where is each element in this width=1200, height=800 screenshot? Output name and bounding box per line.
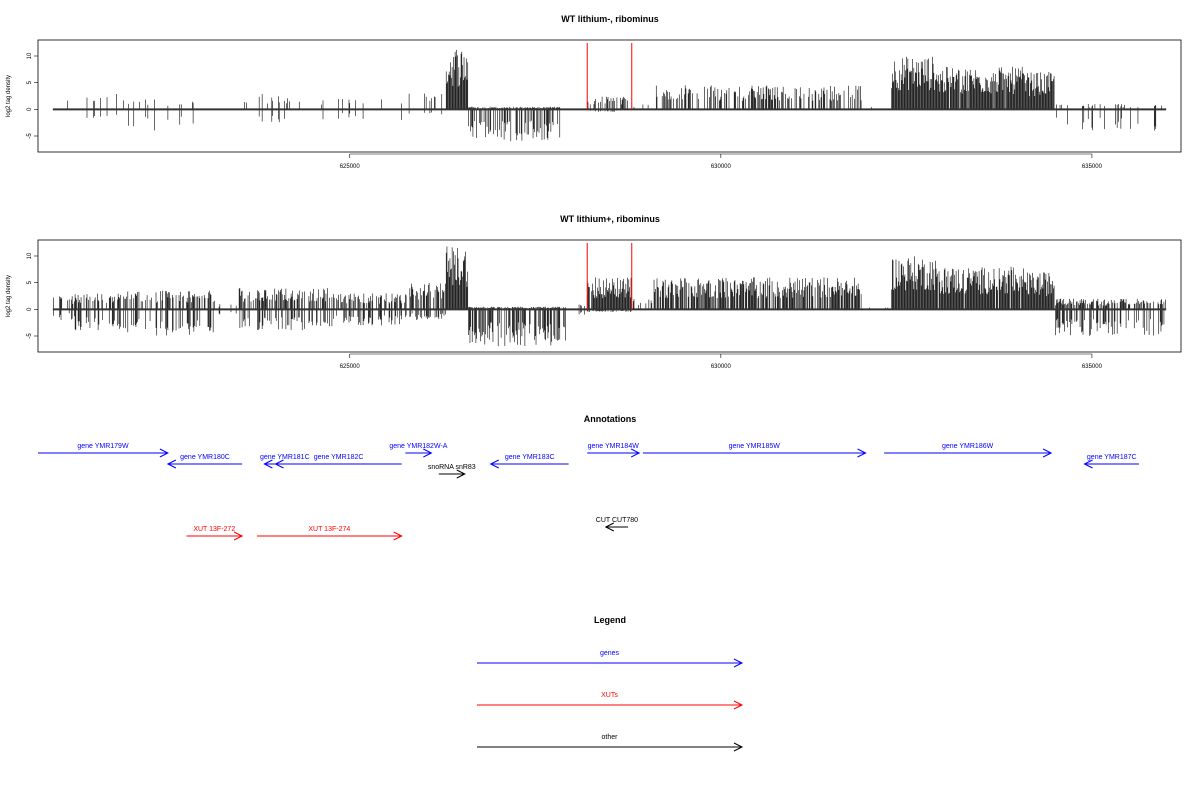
plot-frame: [37, 239, 1182, 353]
annotations-title: Annotations: [584, 414, 637, 424]
feature-arrowhead: [274, 459, 284, 469]
feature-label: snoRNA snR83: [428, 464, 476, 471]
feature-label: gene YMR184W: [588, 443, 640, 450]
legend-label: XUTs: [601, 692, 618, 699]
feature-label: XUT 13F-274: [308, 526, 350, 533]
feature-arrowhead: [857, 448, 867, 458]
x-tick-label: 635000: [1082, 364, 1103, 370]
track-panel-lithium-plus: WT lithium+, ribominus -5 0 5 10 log2 tag de…: [6, 214, 1182, 370]
panel-title: WT lithium+, ribominus: [560, 214, 660, 224]
feature-label: gene YMR182C: [314, 454, 364, 461]
panel-title: WT lithium-, ribominus: [561, 14, 659, 24]
y-tick-label: -5: [27, 133, 33, 139]
feature-label: gene YMR183C: [505, 454, 555, 461]
y-tick-label: 5: [27, 280, 33, 284]
plot-frame: [37, 39, 1182, 153]
feature-label: gene YMR182W-A: [389, 443, 447, 450]
feature-label: XUT 13F-272: [193, 526, 235, 533]
y-tick-label: 10: [27, 52, 33, 59]
feature-arrowhead: [1083, 459, 1093, 469]
y-axis-label: log2 tag density: [6, 75, 12, 117]
feature-arrowhead: [263, 459, 273, 469]
feature-label: gene YMR181C: [260, 454, 310, 461]
feature-arrowhead: [456, 469, 466, 479]
feature-label: gene YMR185W: [729, 443, 781, 450]
feature-arrowhead: [1042, 448, 1053, 458]
legend-arrowhead: [733, 742, 744, 752]
feature-label: gene YMR186W: [942, 443, 994, 450]
feature-arrowhead: [489, 459, 499, 469]
track-panel-lithium-minus: WT lithium-, ribominus -5 0 5 10 log2 tag de…: [6, 14, 1182, 170]
y-tick-label: 0: [27, 107, 33, 111]
feature-arrowhead: [423, 448, 433, 458]
feature-arrowhead: [233, 531, 244, 541]
x-tick-label: 630000: [711, 364, 732, 370]
feature-arrowhead: [159, 448, 170, 458]
x-tick-label: 635000: [1082, 164, 1103, 170]
y-tick-label: 5: [27, 80, 33, 84]
annotations-panel: Annotations gene YMR179W gene YMR180C gene…: [38, 414, 1139, 541]
legend-arrowhead: [733, 658, 744, 668]
y-tick-label: -5: [27, 333, 33, 339]
legend-title: Legend: [594, 615, 626, 625]
feature-label: gene YMR179W: [77, 443, 129, 450]
feature-label: gene YMR180C: [180, 454, 230, 461]
feature-label: CUT CUT780: [596, 517, 638, 524]
y-tick-label: 0: [27, 307, 33, 311]
y-tick-label: 10: [27, 252, 33, 259]
x-tick-label: 630000: [711, 164, 732, 170]
x-tick-label: 625000: [340, 164, 361, 170]
legend-label: genes: [600, 650, 620, 657]
feature-arrowhead: [393, 531, 403, 541]
legend: Legend genes XUTs other: [477, 615, 744, 752]
x-tick-label: 625000: [340, 364, 361, 370]
legend-label: other: [602, 734, 619, 741]
y-axis-label: log2 tag density: [6, 275, 12, 317]
feature-arrowhead: [604, 522, 615, 532]
feature-arrowhead: [166, 459, 177, 469]
legend-arrowhead: [733, 700, 744, 710]
feature-label: gene YMR187C: [1087, 454, 1137, 461]
feature-arrowhead: [630, 448, 641, 458]
